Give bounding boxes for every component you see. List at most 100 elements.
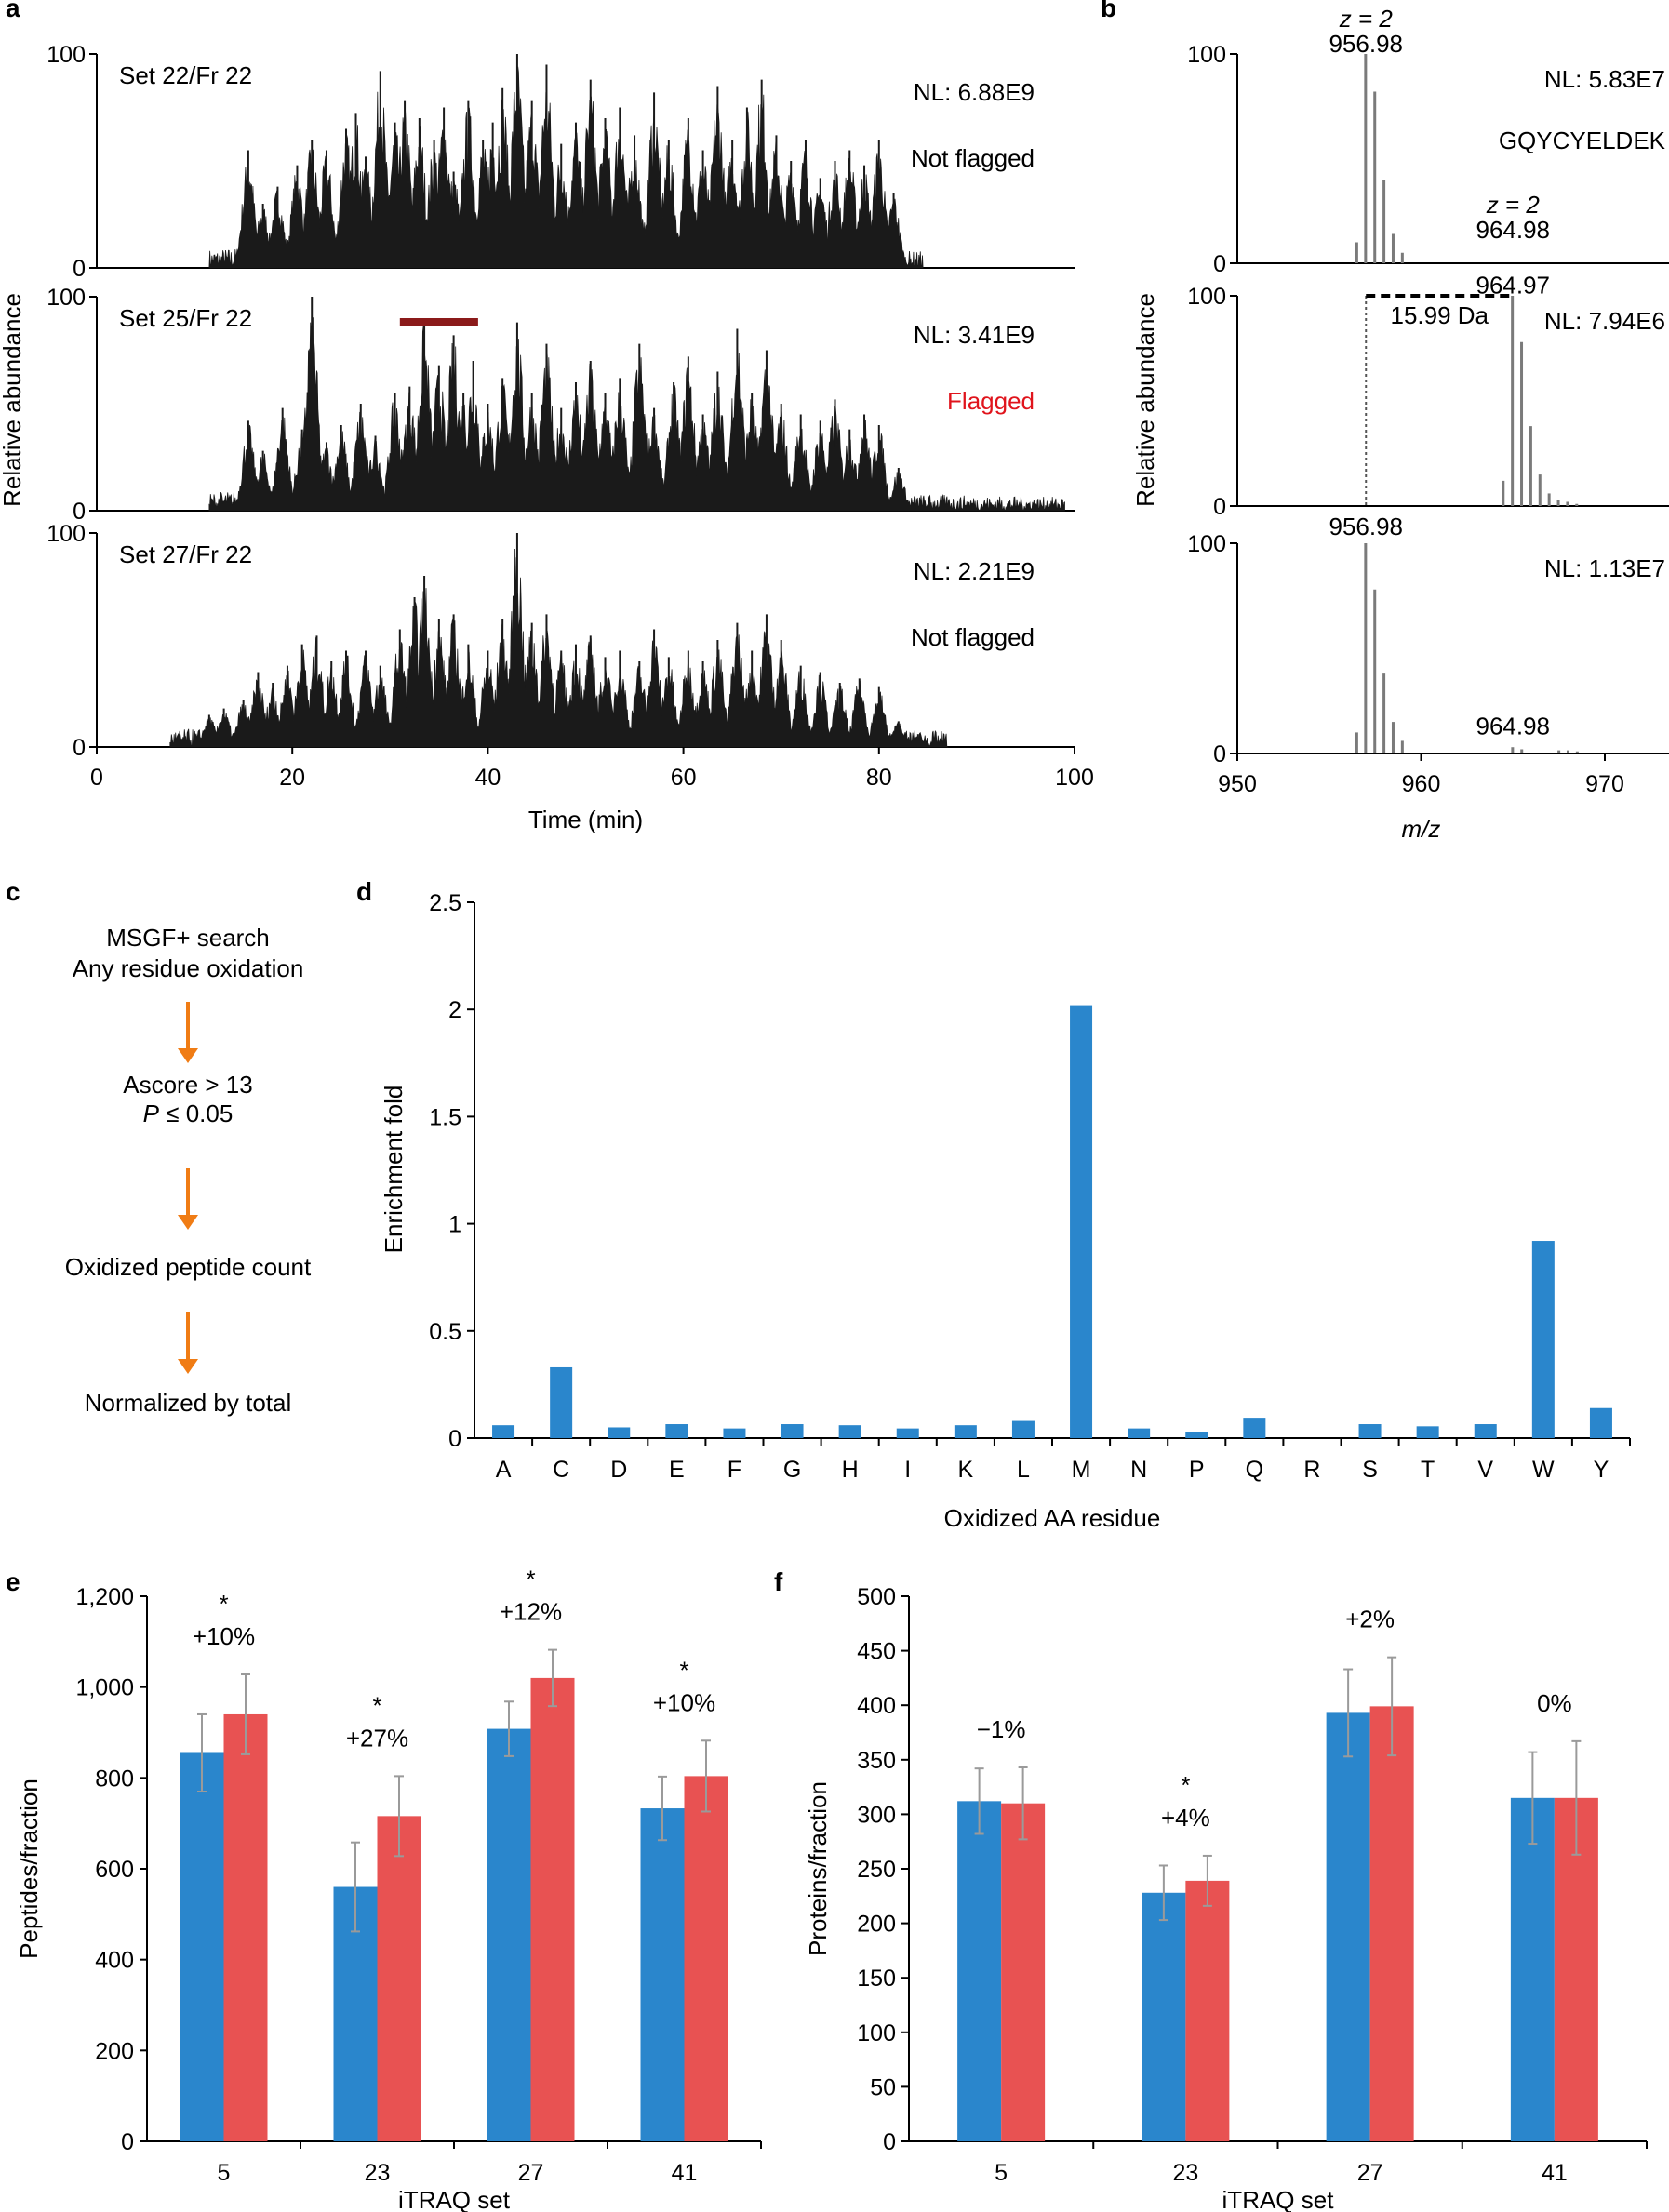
bar-red-27: [1369, 1706, 1414, 2141]
y-tick-label: 1: [448, 1212, 461, 1238]
bar-L: [1011, 1420, 1035, 1438]
flow-step-text: P ≤ 0.05: [143, 1099, 234, 1127]
significance-star: *: [372, 1691, 381, 1719]
y-tick-label: 400: [95, 1948, 134, 1974]
bar-blue-27: [1326, 1712, 1370, 2141]
y-tick-label: 100: [1187, 42, 1226, 68]
x-tick-label: H: [842, 1457, 859, 1483]
bar-blue-5: [957, 1801, 1002, 2141]
bar-K: [954, 1425, 977, 1438]
bar-red-27: [530, 1677, 575, 2141]
y-tick-label: 200: [857, 1912, 896, 1938]
arrow-head: [178, 1359, 198, 1374]
panel-letter-c: c: [6, 877, 20, 906]
x-tick-label: R: [1303, 1457, 1320, 1483]
flow-step-text: MSGF+ search: [106, 924, 270, 952]
percent-annotation: +10%: [193, 1622, 255, 1650]
y-tick-label: 600: [95, 1857, 134, 1883]
flow-step-text: Normalized by total: [85, 1389, 292, 1417]
x-tick-label: 41: [672, 2160, 698, 2186]
y-tick-label: 2: [448, 997, 461, 1023]
bar-I: [896, 1428, 919, 1438]
percent-annotation: −1%: [977, 1715, 1026, 1743]
nl-value: NL: 7.94E6: [1544, 307, 1665, 335]
bar-T: [1416, 1426, 1439, 1438]
y-tick-label: 100: [1187, 531, 1226, 557]
y-tick-label: 500: [857, 1584, 896, 1610]
chromatogram-trace: [169, 548, 949, 748]
x-tick-label: W: [1532, 1457, 1555, 1483]
bar-V: [1474, 1424, 1497, 1438]
peak-annotation: 964.98: [1475, 216, 1550, 244]
peak-annotation: z = 2: [1486, 191, 1541, 219]
bar-A: [492, 1425, 515, 1438]
panel-d-enrichment-chart: 0 0.5 1 1.5 2 2.5 A C D E F G H I K L M N P Q R S T V W Y Oxidized…: [380, 890, 1631, 1532]
y-axis-title: Peptides/fraction: [15, 1779, 43, 1959]
y-tick-label: 1,200: [75, 1584, 134, 1610]
y-tick-label: 200: [95, 2038, 134, 2064]
peak-annotation: 956.98: [1329, 513, 1403, 540]
flow-step-text: Ascore > 13: [123, 1071, 252, 1099]
percent-annotation: 0%: [1537, 1689, 1572, 1717]
x-tick-label: G: [783, 1457, 801, 1483]
y-tick-label: 0: [73, 735, 86, 761]
trace-label: Set 25/Fr 22: [119, 304, 252, 332]
x-tick-label: 960: [1402, 771, 1441, 797]
significance-star: *: [526, 1566, 535, 1593]
y-tick-label: 0: [448, 1426, 461, 1452]
x-tick-label: K: [958, 1457, 974, 1483]
bar-P: [1185, 1432, 1208, 1438]
x-axis-title: iTRAQ set: [398, 2186, 511, 2212]
percent-annotation: +27%: [346, 1724, 408, 1752]
x-tick-label: 41: [1542, 2160, 1568, 2186]
x-tick-label: 100: [1055, 765, 1094, 791]
x-tick-label: 0: [90, 765, 103, 791]
x-tick-label: N: [1130, 1457, 1147, 1483]
y-tick-label: 100: [1187, 284, 1226, 310]
nl-value: NL: 2.21E9: [914, 557, 1035, 585]
bar-blue-41: [640, 1808, 685, 2141]
bar-G: [781, 1424, 804, 1438]
x-tick-label: T: [1421, 1457, 1435, 1483]
panel-letter-d: d: [356, 877, 372, 906]
peak-annotation: 956.98: [1329, 30, 1403, 58]
trace-label: Set 27/Fr 22: [119, 540, 252, 568]
bar-Y: [1589, 1407, 1612, 1438]
bar-red-5: [223, 1713, 268, 2141]
x-tick-label: V: [1477, 1457, 1493, 1483]
y-tick-label: 400: [857, 1693, 896, 1719]
chromatogram-2: 0 100 Set 27/Fr 22 NL: 2.21E9 Not flagged: [47, 521, 1075, 761]
percent-annotation: +12%: [500, 1598, 562, 1626]
y-tick-label: 100: [47, 285, 86, 311]
arrow-head: [178, 1215, 198, 1230]
peak-annotation: z = 2: [1339, 5, 1394, 33]
panel-letter-e: e: [6, 1567, 20, 1596]
y-tick-label: 0: [73, 499, 86, 525]
y-tick-label: 0: [73, 256, 86, 282]
bar-S: [1358, 1424, 1382, 1438]
panel-e-peptides-chart: 0 200 400 600 800 1,000 1,200 +10% * 5 +27% * 23 +12%…: [15, 1566, 762, 2212]
chromatogram-trace: [208, 299, 1065, 512]
x-tick-label: I: [904, 1457, 911, 1483]
x-tick-label: 950: [1218, 771, 1257, 797]
panel-letter-f: f: [774, 1567, 783, 1596]
y-tick-label: 100: [47, 42, 86, 68]
x-tick-label: 27: [1357, 2160, 1383, 2186]
x-axis-title: iTRAQ set: [1222, 2186, 1335, 2212]
bar-Q: [1243, 1418, 1266, 1438]
bar-red-41: [684, 1776, 728, 2141]
bar-red-5: [1001, 1803, 1046, 2141]
arrow-head: [178, 1048, 198, 1063]
chromatogram-trace: [208, 66, 924, 269]
peptide-sequence: GQYCYELDEK: [1499, 127, 1666, 154]
chromatogram-0: 0 100 Set 22/Fr 22 NL: 6.88E9 Not flagged: [47, 42, 1075, 282]
percent-annotation: +2%: [1345, 1606, 1395, 1633]
x-axis-title: Oxidized AA residue: [944, 1504, 1161, 1532]
y-tick-label: 100: [47, 521, 86, 547]
panel-letter-b: b: [1101, 0, 1116, 22]
panel-f-proteins-chart: 0 50 100 150 200 250 300 350 400 450 500 −1% 5 +4% * 23…: [804, 1584, 1648, 2212]
y-tick-label: 100: [857, 2020, 896, 2046]
